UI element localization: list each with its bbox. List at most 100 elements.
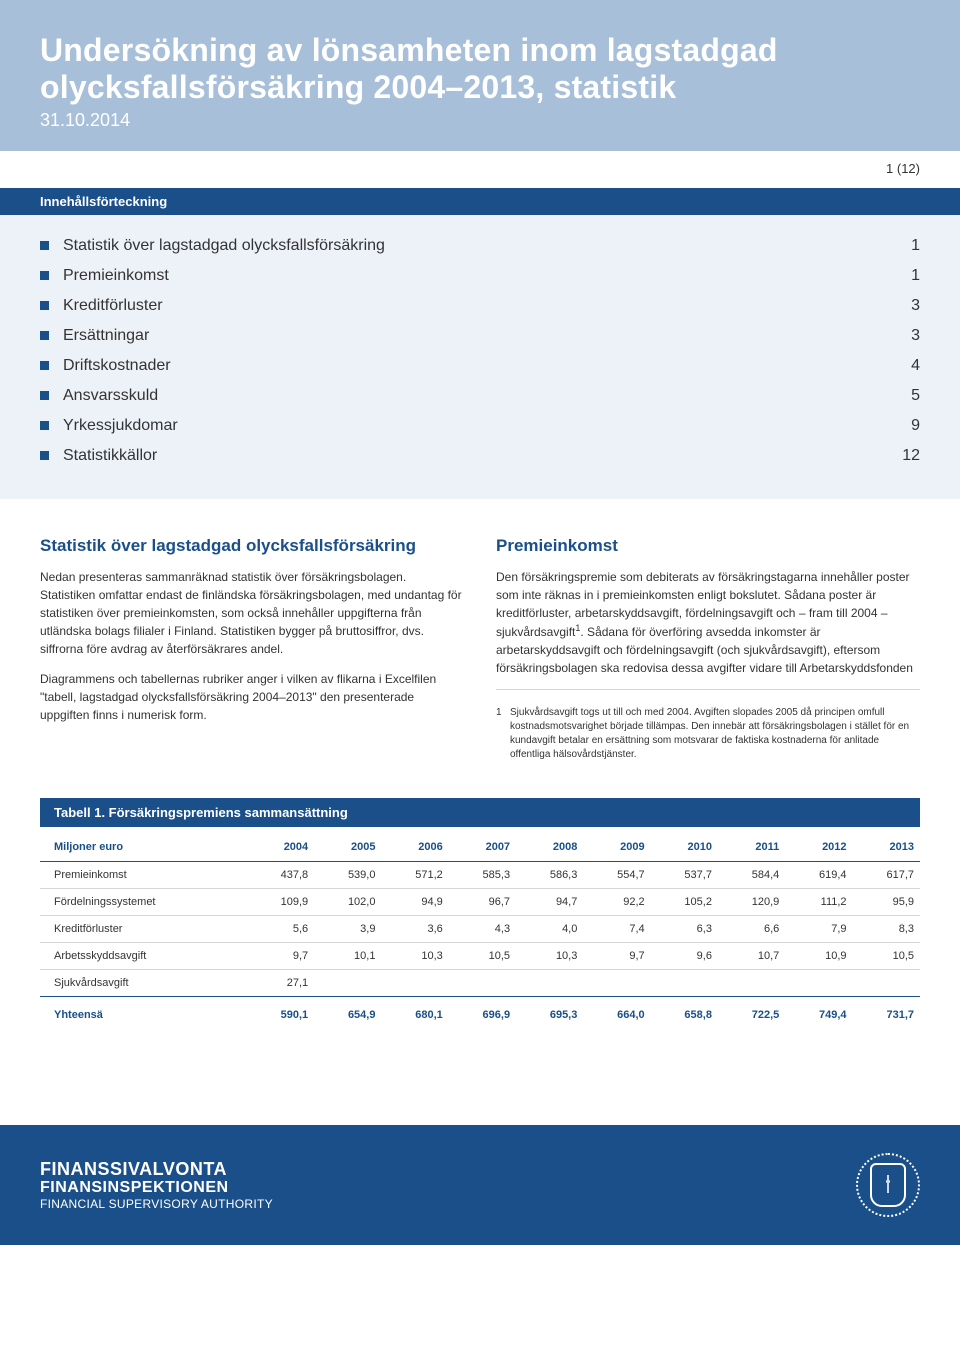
table-cell: 109,9 [247, 889, 314, 916]
toc-list: Statistik över lagstadgad olycksfallsför… [40, 231, 920, 471]
table-cell: 586,3 [516, 862, 583, 889]
toc-item-page: 5 [880, 387, 920, 405]
toc-bullet-icon [40, 451, 49, 460]
toc-item-label: Premieinkomst [63, 267, 880, 285]
document-date: 31.10.2014 [40, 110, 920, 131]
toc-item-label: Kreditförluster [63, 297, 880, 315]
table-cell [449, 970, 516, 997]
table-total-cell: 654,9 [314, 997, 381, 1036]
table-cell [583, 970, 650, 997]
table-cell: 10,7 [718, 943, 785, 970]
table-cell: 4,0 [516, 916, 583, 943]
toc-item-page: 4 [880, 357, 920, 375]
table-row: Premieinkomst437,8539,0571,2585,3586,355… [40, 862, 920, 889]
left-section-title: Statistik över lagstadgad olycksfallsför… [40, 533, 464, 559]
table-cell: 10,5 [853, 943, 920, 970]
table-cell: 120,9 [718, 889, 785, 916]
table-cell: 94,9 [381, 889, 448, 916]
document-header: Undersökning av lönsamheten inom lagstad… [0, 0, 960, 151]
table-year-header: 2011 [718, 827, 785, 862]
table-cell: 3,9 [314, 916, 381, 943]
table-total-cell: 722,5 [718, 997, 785, 1036]
right-column: Premieinkomst Den försäkringspremie som … [496, 533, 920, 775]
toc-bullet-icon [40, 301, 49, 310]
toc-item[interactable]: Yrkessjukdomar9 [40, 411, 920, 441]
table-total-cell: 695,3 [516, 997, 583, 1036]
toc-item[interactable]: Driftskostnader4 [40, 351, 920, 381]
table-total-row: Yhteensä590,1654,9680,1696,9695,3664,065… [40, 997, 920, 1036]
table-year-header: 2005 [314, 827, 381, 862]
table-cell: 554,7 [583, 862, 650, 889]
table-cell: 539,0 [314, 862, 381, 889]
table-cell: 585,3 [449, 862, 516, 889]
table-row: Sjukvårdsavgift27,1 [40, 970, 920, 997]
table-cell: 617,7 [853, 862, 920, 889]
crest-icon [856, 1153, 920, 1217]
table-cell: 8,3 [853, 916, 920, 943]
table-cell: 7,4 [583, 916, 650, 943]
table-cell: 4,3 [449, 916, 516, 943]
toc-item-page: 9 [880, 417, 920, 435]
table-cell: 111,2 [785, 889, 852, 916]
toc-item[interactable]: Statistik över lagstadgad olycksfallsför… [40, 231, 920, 261]
table-year-header: 2012 [785, 827, 852, 862]
table-title: Tabell 1. Försäkringspremiens sammansätt… [40, 798, 920, 827]
footnote-1: 1Sjukvårdsavgift togs ut till och med 20… [496, 706, 920, 762]
footer-line-1: FINANSSIVALVONTA [40, 1159, 273, 1180]
toc-item[interactable]: Kreditförluster3 [40, 291, 920, 321]
toc-item-label: Yrkessjukdomar [63, 417, 880, 435]
toc-section: Innehållsförteckning Statistik över lags… [0, 186, 960, 499]
table-total-cell: 731,7 [853, 997, 920, 1036]
page-footer: FINANSSIVALVONTA FINANSINSPEKTIONEN FINA… [0, 1125, 960, 1245]
table-cell: 7,9 [785, 916, 852, 943]
toc-item-page: 3 [880, 297, 920, 315]
toc-bullet-icon [40, 391, 49, 400]
toc-item-page: 1 [880, 237, 920, 255]
authority-logo-text: FINANSSIVALVONTA FINANSINSPEKTIONEN FINA… [40, 1159, 273, 1212]
table-total-cell: 696,9 [449, 997, 516, 1036]
table-total-cell: 664,0 [583, 997, 650, 1036]
table-cell: 10,9 [785, 943, 852, 970]
toc-item[interactable]: Statistikkällor12 [40, 441, 920, 471]
toc-bullet-icon [40, 271, 49, 280]
table-year-header: 2007 [449, 827, 516, 862]
table-year-header: 2013 [853, 827, 920, 862]
table-cell: 9,7 [583, 943, 650, 970]
table-cell: 584,4 [718, 862, 785, 889]
table-cell: 10,3 [516, 943, 583, 970]
table-cell: 92,2 [583, 889, 650, 916]
table-cell [785, 970, 852, 997]
table-col0-header: Miljoner euro [40, 827, 247, 862]
toc-heading: Innehållsförteckning [0, 188, 960, 215]
table-cell: 95,9 [853, 889, 920, 916]
table-year-header: 2004 [247, 827, 314, 862]
table-body: Premieinkomst437,8539,0571,2585,3586,355… [40, 862, 920, 997]
table-cell: 94,7 [516, 889, 583, 916]
left-paragraph-2: Diagrammens och tabellernas rubriker ang… [40, 670, 464, 724]
table-cell: 27,1 [247, 970, 314, 997]
table-row-label: Sjukvårdsavgift [40, 970, 247, 997]
table-row-label: Kreditförluster [40, 916, 247, 943]
footnote-rule [496, 689, 920, 690]
table-total-cell: 749,4 [785, 997, 852, 1036]
table-cell: 96,7 [449, 889, 516, 916]
table-year-header: 2008 [516, 827, 583, 862]
table-section: Tabell 1. Försäkringspremiens sammansätt… [0, 798, 960, 1065]
footer-line-2: FINANSINSPEKTIONEN [40, 1179, 273, 1197]
table-cell: 537,7 [651, 862, 718, 889]
data-table: Miljoner euro200420052006200720082009201… [40, 827, 920, 1035]
right-section-title: Premieinkomst [496, 533, 920, 559]
table-cell: 10,3 [381, 943, 448, 970]
toc-item[interactable]: Premieinkomst1 [40, 261, 920, 291]
toc-bullet-icon [40, 361, 49, 370]
table-cell: 102,0 [314, 889, 381, 916]
table-cell [718, 970, 785, 997]
table-cell: 10,5 [449, 943, 516, 970]
table-row-label: Fördelningssystemet [40, 889, 247, 916]
table-cell: 437,8 [247, 862, 314, 889]
table-row: Kreditförluster5,63,93,64,34,07,46,36,67… [40, 916, 920, 943]
table-cell [314, 970, 381, 997]
table-total-label: Yhteensä [40, 997, 247, 1036]
toc-item[interactable]: Ansvarsskuld5 [40, 381, 920, 411]
toc-item[interactable]: Ersättningar3 [40, 321, 920, 351]
